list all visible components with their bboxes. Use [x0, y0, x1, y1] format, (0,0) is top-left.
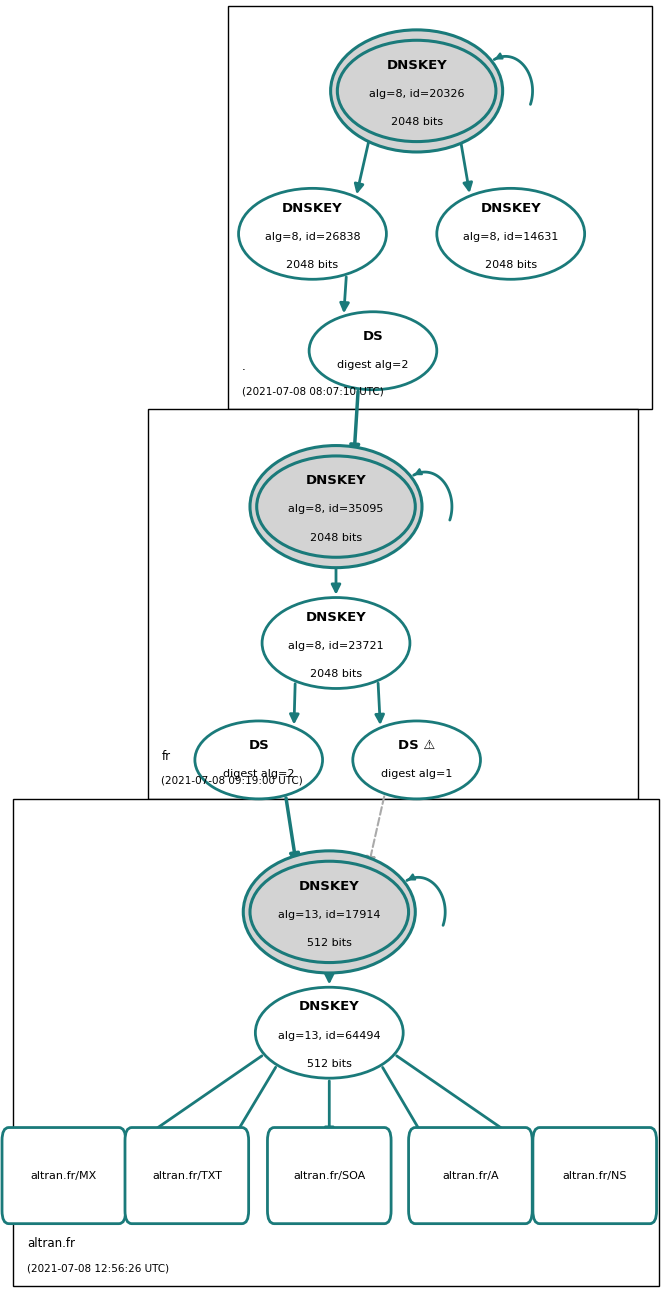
Text: (2021-07-08 09:19:00 UTC): (2021-07-08 09:19:00 UTC)	[161, 776, 303, 786]
Text: altran.fr: altran.fr	[27, 1237, 75, 1250]
Ellipse shape	[243, 851, 415, 973]
Ellipse shape	[309, 312, 437, 390]
Text: 2048 bits: 2048 bits	[310, 669, 362, 679]
Ellipse shape	[250, 861, 409, 963]
Text: 2048 bits: 2048 bits	[485, 260, 537, 270]
Text: alg=8, id=23721: alg=8, id=23721	[288, 640, 384, 651]
Ellipse shape	[257, 456, 415, 557]
Bar	[228, 6, 652, 409]
Text: altran.fr/SOA: altran.fr/SOA	[293, 1170, 366, 1181]
FancyBboxPatch shape	[2, 1128, 126, 1224]
Text: 2048 bits: 2048 bits	[286, 260, 339, 270]
FancyBboxPatch shape	[409, 1128, 532, 1224]
Text: DNSKEY: DNSKEY	[299, 1000, 360, 1013]
Text: alg=8, id=14631: alg=8, id=14631	[463, 231, 558, 242]
Text: DNSKEY: DNSKEY	[282, 201, 343, 214]
FancyBboxPatch shape	[267, 1128, 391, 1224]
Text: 2048 bits: 2048 bits	[310, 533, 362, 543]
Text: digest alg=2: digest alg=2	[223, 769, 294, 779]
Text: digest alg=2: digest alg=2	[337, 360, 409, 370]
Text: DNSKEY: DNSKEY	[480, 201, 541, 214]
Ellipse shape	[437, 188, 585, 279]
Ellipse shape	[262, 598, 410, 688]
Text: 512 bits: 512 bits	[307, 938, 351, 948]
Text: alg=13, id=64494: alg=13, id=64494	[278, 1030, 380, 1040]
Text: .: .	[242, 360, 246, 373]
Ellipse shape	[239, 188, 386, 279]
FancyBboxPatch shape	[533, 1128, 657, 1224]
Text: DNSKEY: DNSKEY	[299, 879, 360, 892]
FancyBboxPatch shape	[125, 1128, 249, 1224]
Text: DNSKEY: DNSKEY	[306, 474, 366, 487]
Bar	[13, 799, 659, 1286]
Text: DS: DS	[363, 330, 383, 343]
Bar	[148, 409, 638, 799]
Text: alg=8, id=35095: alg=8, id=35095	[288, 504, 384, 514]
Text: alg=8, id=20326: alg=8, id=20326	[369, 88, 464, 99]
Text: alg=13, id=17914: alg=13, id=17914	[278, 909, 380, 920]
Ellipse shape	[331, 30, 503, 152]
Ellipse shape	[195, 721, 323, 799]
Ellipse shape	[337, 40, 496, 142]
Ellipse shape	[250, 446, 422, 568]
Text: DNSKEY: DNSKEY	[386, 58, 447, 71]
Text: digest alg=1: digest alg=1	[381, 769, 452, 779]
Text: (2021-07-08 12:56:26 UTC): (2021-07-08 12:56:26 UTC)	[27, 1263, 169, 1273]
Text: altran.fr/A: altran.fr/A	[442, 1170, 499, 1181]
Text: fr: fr	[161, 750, 171, 763]
Ellipse shape	[353, 721, 480, 799]
Text: (2021-07-08 08:07:10 UTC): (2021-07-08 08:07:10 UTC)	[242, 386, 384, 396]
Text: altran.fr/TXT: altran.fr/TXT	[152, 1170, 222, 1181]
Text: 512 bits: 512 bits	[307, 1059, 351, 1069]
Text: 2048 bits: 2048 bits	[390, 117, 443, 127]
Text: DS ⚠: DS ⚠	[398, 739, 435, 752]
Ellipse shape	[255, 987, 403, 1078]
Text: alg=8, id=26838: alg=8, id=26838	[265, 231, 360, 242]
Text: DNSKEY: DNSKEY	[306, 611, 366, 624]
Text: DS: DS	[249, 739, 269, 752]
Text: altran.fr/NS: altran.fr/NS	[562, 1170, 627, 1181]
Text: altran.fr/MX: altran.fr/MX	[31, 1170, 97, 1181]
